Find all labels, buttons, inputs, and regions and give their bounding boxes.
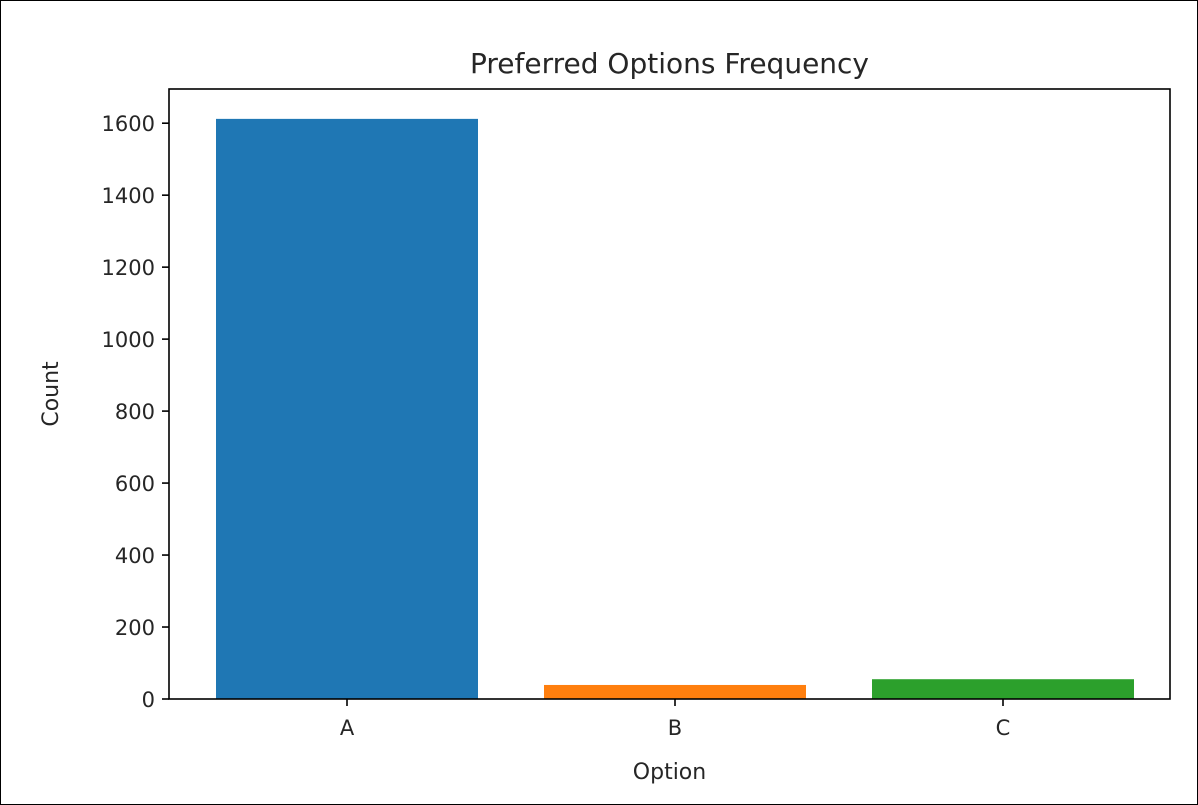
y-tick-label: 1600 (102, 112, 155, 136)
bar-a (216, 118, 478, 699)
y-tick-label: 800 (115, 400, 155, 424)
y-tick-label: 0 (142, 688, 155, 712)
bars-group (216, 118, 1134, 699)
x-tick-label: A (340, 716, 355, 740)
y-tick-label: 1200 (102, 256, 155, 280)
y-axis-label: Count (39, 361, 64, 427)
chart-title: Preferred Options Frequency (470, 47, 869, 80)
y-tick-label: 1400 (102, 184, 155, 208)
x-tick-label: C (996, 716, 1011, 740)
bar-b (544, 684, 806, 699)
x-tick-label: B (668, 716, 682, 740)
y-axis-ticks: 0 200 400 600 800 1000 1200 1400 1600 (102, 112, 169, 712)
y-tick-label: 200 (115, 616, 155, 640)
x-axis-label: Option (633, 760, 706, 785)
bar-c (872, 679, 1134, 699)
y-tick-label: 600 (115, 472, 155, 496)
plot-area-border (168, 88, 1171, 700)
y-tick-label: 400 (115, 544, 155, 568)
x-axis-ticks: A B C (340, 699, 1011, 740)
y-tick-label: 1000 (102, 328, 155, 352)
